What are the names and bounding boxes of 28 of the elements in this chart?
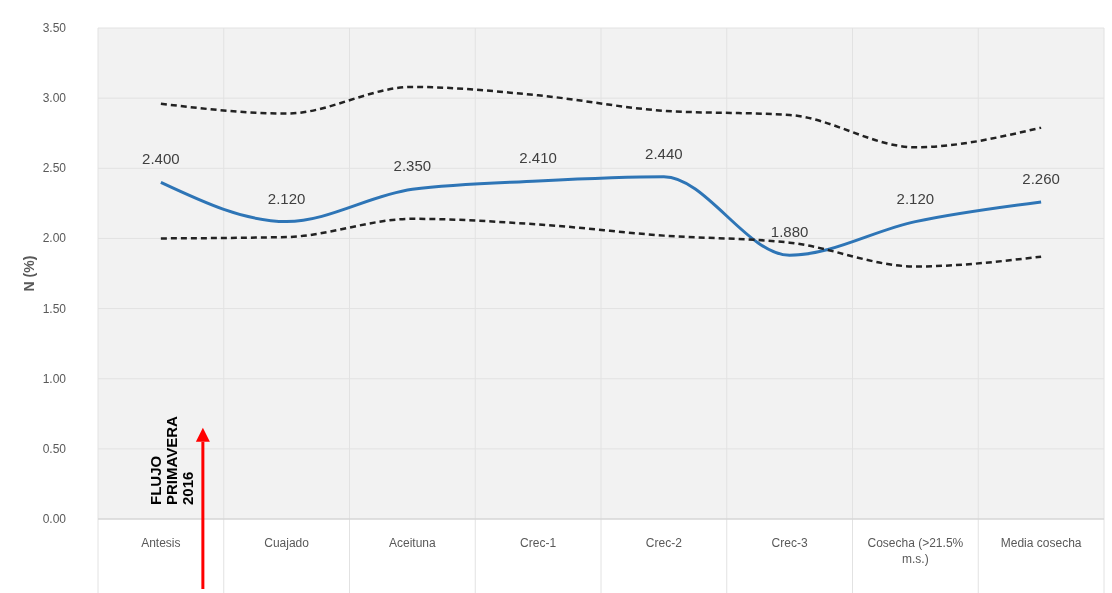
line-series <box>159 85 1043 149</box>
annotation: FLUJO PRIMAVERA 2016 <box>146 415 196 505</box>
y-tick-label: 0.00 <box>42 512 67 526</box>
x-tick-label: Media cosecha <box>1000 536 1082 550</box>
x-tick-label: Crec-3 <box>771 536 808 550</box>
x-tick-label: Cuajado <box>264 536 310 550</box>
data-label: 1.880 <box>770 223 809 241</box>
data-label: 2.400 <box>142 150 180 168</box>
data-label: 2.410 <box>519 148 557 166</box>
line-series <box>159 217 1043 268</box>
data-label: 2.350 <box>393 157 432 175</box>
data-label: 2.260 <box>1022 169 1060 187</box>
x-tick-label: Crec-2 <box>645 536 683 550</box>
y-tick-label: 2.50 <box>42 161 67 176</box>
x-tick-label: Cosecha (>21.5% m.s.) <box>867 536 964 566</box>
y-tick-label: 1.00 <box>42 371 67 386</box>
y-tick-label: 2.00 <box>42 231 67 246</box>
y-axis-title: N (%) <box>21 255 37 292</box>
y-tick-label: 0.50 <box>42 441 67 456</box>
data-label: 2.120 <box>896 189 935 207</box>
data-label: 2.120 <box>267 189 306 207</box>
x-tick-label: Aceituna <box>389 536 437 550</box>
x-tick-label: Crec-1 <box>520 536 557 550</box>
y-tick-label: 1.50 <box>42 301 67 316</box>
x-tick-label: Antesis <box>141 536 181 550</box>
y-tick-label: 3.50 <box>42 21 67 35</box>
y-tick-label: 3.00 <box>42 91 67 106</box>
data-label: 2.440 <box>645 144 683 162</box>
